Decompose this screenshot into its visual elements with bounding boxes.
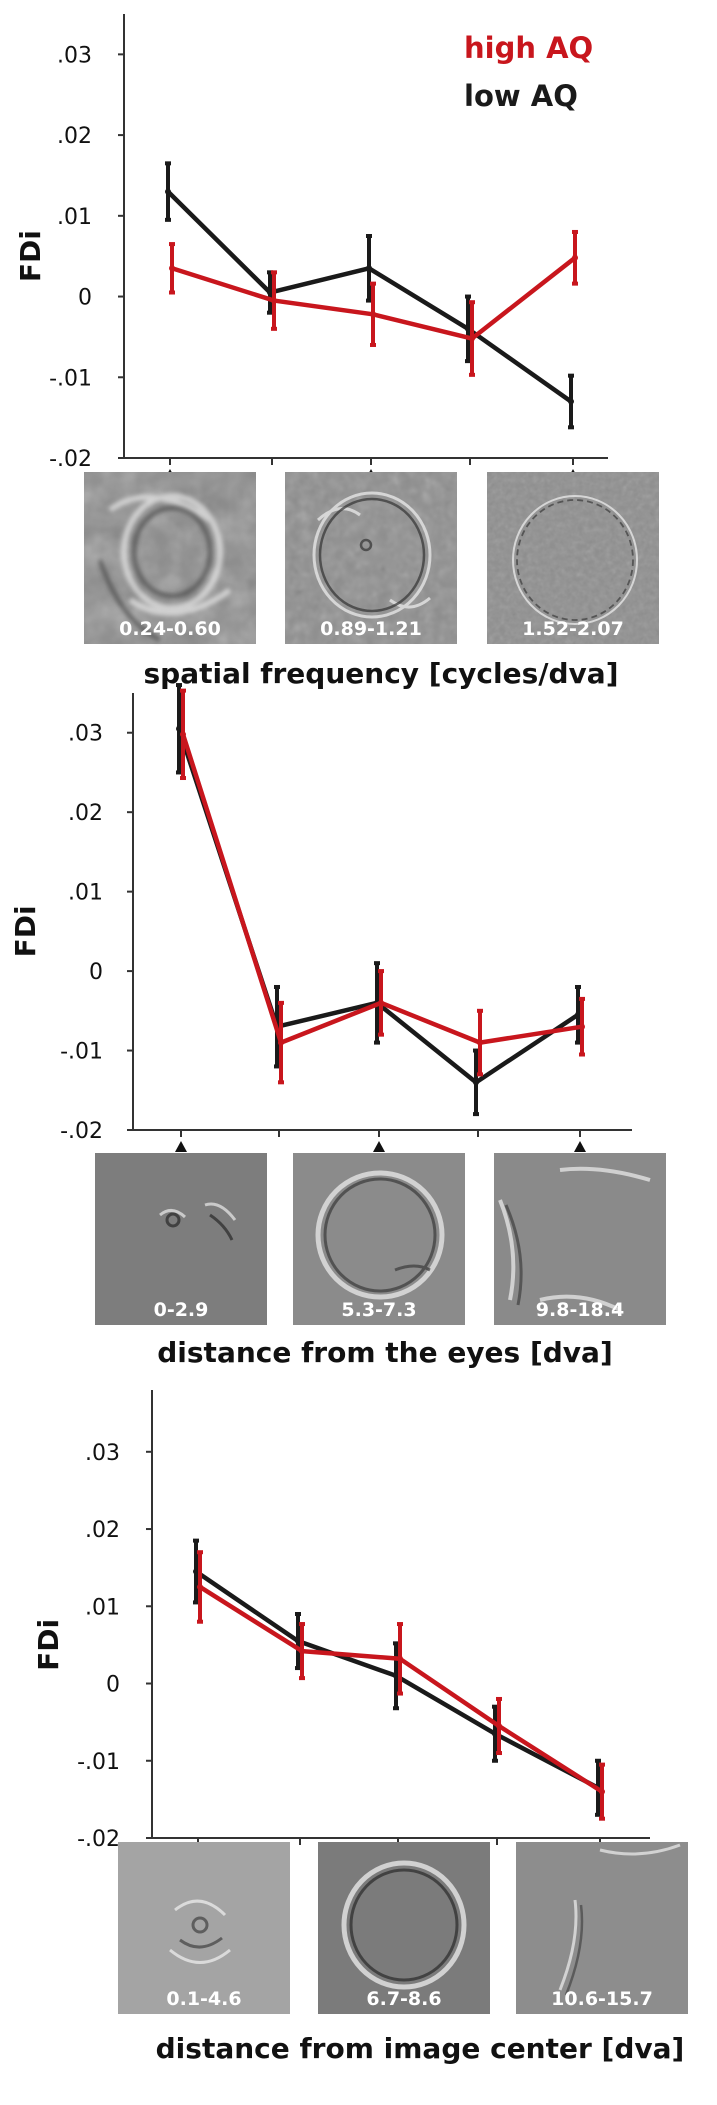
stimulus-image-6 <box>118 1842 290 2014</box>
y-tick-label: -.01 <box>60 1040 103 1065</box>
y-tick-label: .03 <box>68 722 103 747</box>
y-tick-label: .02 <box>68 801 103 826</box>
stimulus-image-2 <box>487 472 659 644</box>
image-label-6: 0.1-4.6 <box>166 1988 241 2010</box>
image-label-5: 9.8-18.4 <box>536 1299 624 1321</box>
xlabel-distance-eyes: distance from the eyes [dva] <box>157 1336 613 1369</box>
data-point-low-aq <box>176 725 182 732</box>
data-point-low-aq <box>165 188 171 195</box>
y-tick-label: .01 <box>57 205 92 230</box>
data-point-high-aq <box>579 1023 585 1030</box>
image-label-0: 0.24-0.60 <box>119 618 221 640</box>
stimulus-image-8 <box>516 1842 688 2014</box>
data-point-high-aq <box>469 335 475 342</box>
data-point-low-aq <box>193 1568 199 1575</box>
y-tick-label: -.01 <box>77 1750 120 1775</box>
xlabel-distance-center: distance from image center [dva] <box>156 2032 685 2065</box>
x-marker-triangle <box>373 1141 385 1152</box>
data-point-low-aq <box>473 1079 479 1086</box>
data-point-high-aq <box>477 1039 483 1046</box>
y-tick-label: .03 <box>57 43 92 68</box>
data-point-low-aq <box>366 265 372 272</box>
stimulus-image-3 <box>95 1153 267 1325</box>
data-point-high-aq <box>599 1788 605 1795</box>
y-tick-label: .01 <box>85 1595 120 1620</box>
data-point-high-aq <box>197 1583 203 1590</box>
y-tick-label: -.02 <box>60 1119 103 1144</box>
data-point-high-aq <box>278 1039 284 1046</box>
data-point-high-aq <box>370 311 376 318</box>
data-point-high-aq <box>271 297 277 304</box>
stimulus-image-5 <box>494 1153 666 1325</box>
data-point-high-aq <box>496 1723 502 1729</box>
data-point-low-aq <box>393 1672 399 1679</box>
data-point-high-aq <box>169 265 175 272</box>
y-axis-label: FDi <box>9 905 42 957</box>
data-point-high-aq <box>397 1655 403 1662</box>
y-tick-label: 0 <box>106 1673 120 1698</box>
y-axis-label: FDi <box>32 1619 65 1671</box>
data-point-low-aq <box>295 1638 301 1645</box>
stimulus-image-4 <box>293 1153 465 1325</box>
y-tick-label: .02 <box>85 1518 120 1543</box>
y-tick-label: -.02 <box>77 1827 120 1852</box>
y-tick-label: 0 <box>89 960 103 985</box>
image-label-7: 6.7-8.6 <box>366 1988 441 2010</box>
data-point-low-aq <box>267 289 273 296</box>
y-tick-label: 0 <box>78 286 92 311</box>
legend-low-aq: low AQ <box>464 79 578 113</box>
y-tick-label: .03 <box>85 1441 120 1466</box>
x-marker-triangle <box>574 1141 586 1152</box>
y-tick-label: -.02 <box>49 447 92 472</box>
data-point-low-aq <box>465 325 471 332</box>
y-tick-label: -.01 <box>49 366 92 391</box>
chart-distance-from-center: .03 .02 .01 0 -.01 -.02 FDi <box>32 1390 650 1860</box>
stimulus-image-7 <box>318 1842 490 2014</box>
chart-distance-from-eyes: .03 .02 .01 0 -.01 -.02 FDi <box>9 683 632 1152</box>
y-tick-label: .02 <box>57 124 92 149</box>
stimulus-image-1 <box>285 472 457 644</box>
image-label-4: 5.3-7.3 <box>341 1299 416 1321</box>
xlabel-spatial-frequency: spatial frequency [cycles/dva] <box>143 657 618 690</box>
data-point-high-aq <box>378 999 384 1006</box>
image-label-2: 1.52-2.07 <box>522 618 624 640</box>
y-tick-label: .01 <box>68 881 103 906</box>
stimulus-image-0 <box>84 472 256 644</box>
data-point-low-aq <box>492 1730 498 1737</box>
chart-spatial-frequency: .03 .02 .01 0 -.01 -.02 FDi <box>14 14 608 480</box>
data-point-high-aq <box>180 731 186 738</box>
y-axis-label: FDi <box>14 230 47 282</box>
image-label-1: 0.89-1.21 <box>320 618 422 640</box>
image-label-8: 10.6-15.7 <box>551 1988 653 2010</box>
data-point-high-aq <box>572 254 578 261</box>
x-marker-triangle <box>175 1141 187 1152</box>
image-label-3: 0-2.9 <box>154 1299 209 1321</box>
data-point-high-aq <box>299 1648 305 1655</box>
data-point-low-aq <box>575 1011 581 1018</box>
legend-high-aq: high AQ <box>464 31 593 65</box>
data-point-low-aq <box>568 398 574 405</box>
